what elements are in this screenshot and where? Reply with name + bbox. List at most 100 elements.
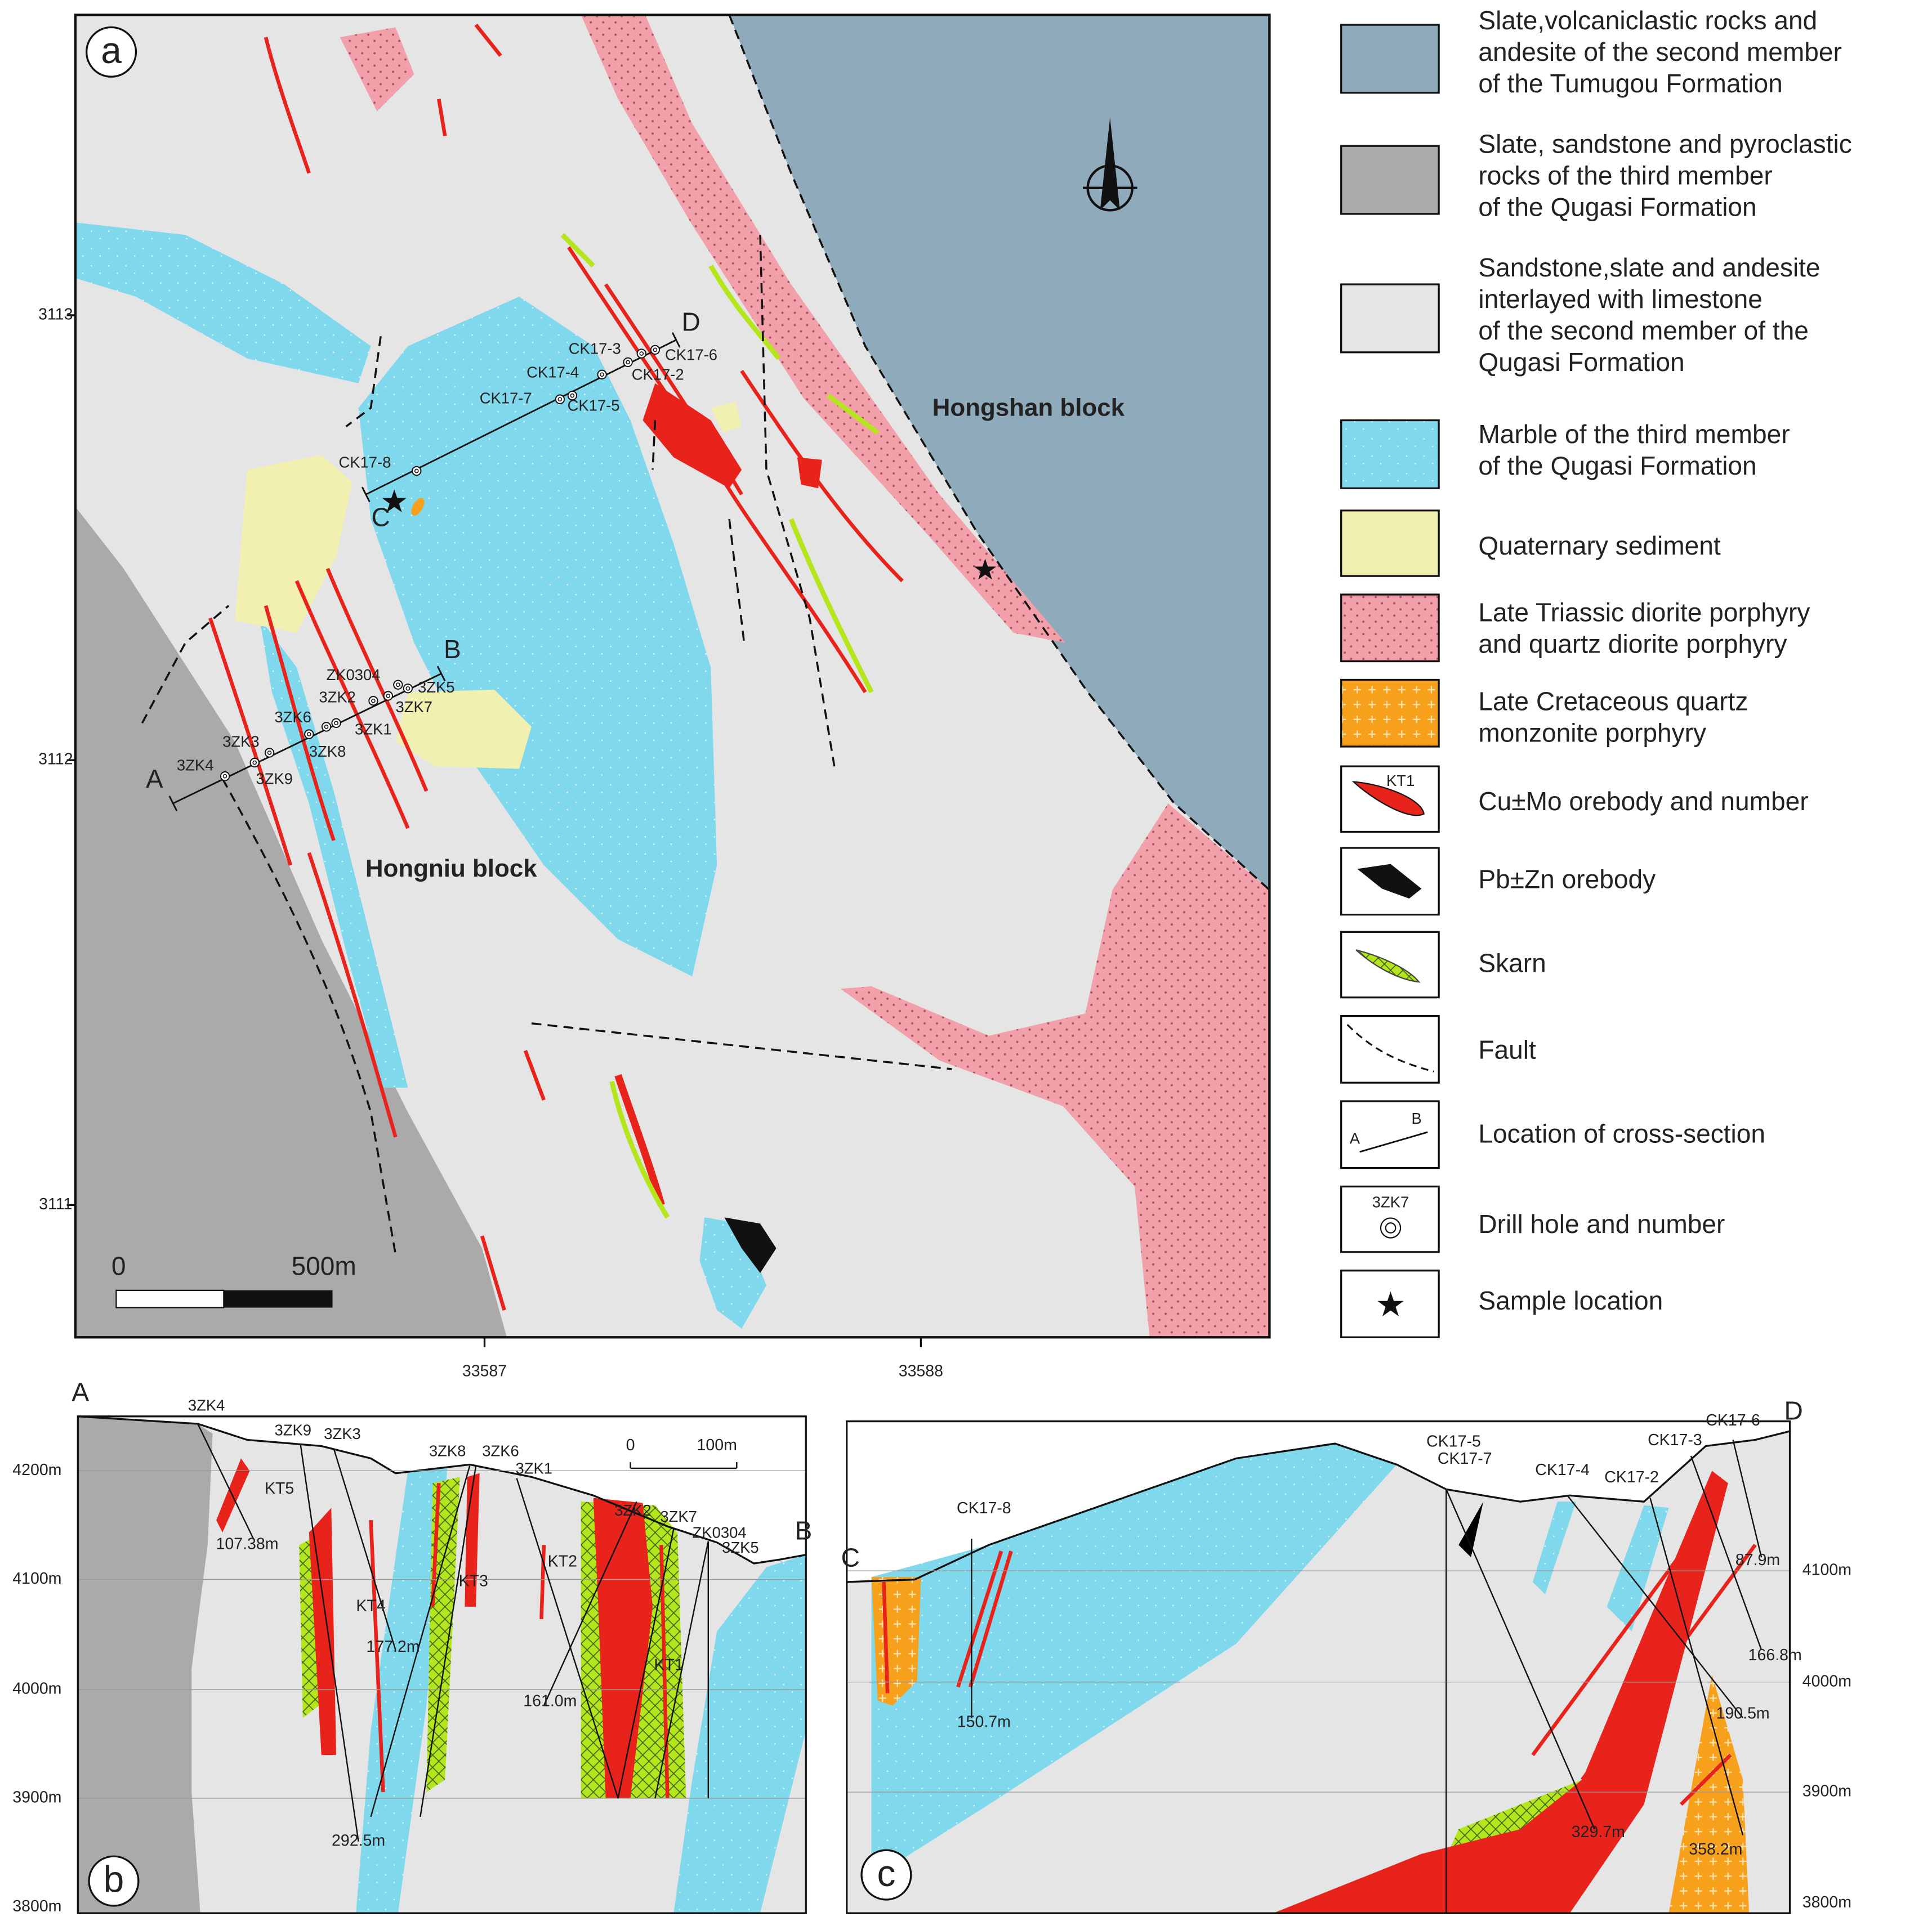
fault [728,519,746,643]
depth-label: 292.5m [332,1831,385,1849]
skarn [827,394,880,435]
elevation-label: 3800m [1802,1893,1851,1911]
drill-hole-label: 3ZK6 [274,708,311,726]
depth-label: 150.7m [957,1713,1011,1731]
elevation-label: 4100m [1802,1561,1851,1579]
skarn [609,1080,670,1219]
drill-hole-label: 3ZK2 [614,1502,652,1519]
drill-hole-label: 3ZK8 [429,1442,466,1460]
drill-hole-label: CK17-7 [480,389,532,406]
legend-icon [1357,864,1422,899]
scale-label: 100m [697,1436,737,1454]
skarn [708,264,781,360]
legend-icon [1377,1292,1404,1316]
legend-swatch [1340,593,1440,663]
legend-text: Fault [1478,1035,1536,1064]
legend-swatch [1340,145,1440,215]
section-end: D [1784,1396,1803,1425]
orebody-label: KT4 [356,1597,385,1615]
faults [141,14,1270,1255]
drill-hole-label: CK17-5 [568,397,620,414]
block-label: Hongshan block [932,394,1125,421]
legend-swatch [1340,419,1440,489]
depth-label: 358.2m [1689,1840,1742,1858]
orebody [523,1049,546,1101]
drill-hole [405,686,411,691]
fault [221,778,397,1255]
depth-label: 177.2m [366,1638,420,1656]
drill-hole-label: 3ZK3 [324,1425,361,1442]
legend-text: Sample location [1478,1286,1663,1315]
orebody [307,852,398,1138]
orebody [264,605,336,841]
skarns [560,233,880,1219]
drill-hole [324,725,329,729]
depth-label: 166.8m [1748,1646,1802,1664]
legend-text: of the Qugasi Formation [1478,192,1756,221]
drill-hole [249,757,260,768]
fault [531,1022,952,1070]
drill-hole [304,729,314,739]
drill-hole [267,750,272,755]
legend-text: Late Triassic diorite porphyry [1478,597,1810,627]
fault [728,14,1270,891]
drill-hole-label: CK17-4 [526,363,579,381]
legend-text: of the Tumugou Formation [1478,69,1782,98]
legend-icon [1359,1131,1428,1153]
orebody [480,1235,506,1311]
legend-icon [1346,1024,1434,1073]
legend-icon [1351,781,1425,816]
easting-label: 33588 [899,1362,943,1380]
legend-icon-text: B [1411,1110,1421,1127]
legend-text: of the second member of the [1478,316,1809,345]
drill-hole-label: 3ZK3 [222,733,260,750]
drill-hole [371,698,376,703]
section-end: C [371,502,390,531]
panel-label: b [104,1858,124,1900]
sample-star [382,489,407,512]
elevation-label: 4000m [1802,1672,1851,1690]
drill-hole-label: CK17-8 [957,1499,1011,1517]
drill-hole [626,360,630,365]
northing-label: 3113 [38,305,73,323]
drill-hole-label: ZK0304 [327,666,381,683]
section-end: D [681,307,700,336]
legend-text: Qugasi Formation [1478,347,1684,377]
drill-hole-label: CK17-6 [1706,1411,1760,1429]
depth-label: 87.9m [1735,1551,1780,1569]
section-end: B [444,634,461,664]
drill-hole [403,683,413,694]
legend-swatch [1340,510,1440,577]
drill-hole [597,369,607,379]
legend-swatch [1340,1100,1440,1169]
drill-hole [220,771,230,781]
drill-hole [650,345,661,355]
fault [141,605,230,724]
drill-hole [222,774,227,779]
drill-hole-label: 3ZK5 [722,1539,759,1556]
fault [345,336,382,427]
drill-hole [252,760,257,765]
drill-hole [653,347,658,352]
legend-text: andesite of the second member [1478,37,1841,66]
scale-label: 0 [111,1252,126,1281]
drill-hole-label: 3ZK9 [274,1421,311,1438]
legend-text: Sandstone,slate and andesite [1478,253,1820,282]
elevation-label: 3900m [12,1789,61,1807]
drill-hole-label: 3ZK7 [395,698,432,716]
legend-text: Slate, sandstone and pyroclastic [1478,129,1851,158]
section-ab [77,1415,807,1914]
elevation-label: 4100m [12,1570,61,1588]
panel-badge [86,26,137,78]
drill-hole-label: 3ZK7 [660,1508,697,1525]
depth-label: 107.38m [216,1535,279,1553]
north-arrow [1082,117,1137,212]
drill-hole [636,348,646,359]
northing-label: 3112 [38,750,73,768]
orebody [797,457,822,489]
drill-hole-label: ZK0304 [693,1524,747,1541]
legend-icon-text: 3ZK7 [1372,1193,1409,1210]
depth-label: 161.0m [523,1692,577,1710]
drill-hole-label: 3ZK1 [355,721,392,738]
legend [1340,24,1440,1338]
